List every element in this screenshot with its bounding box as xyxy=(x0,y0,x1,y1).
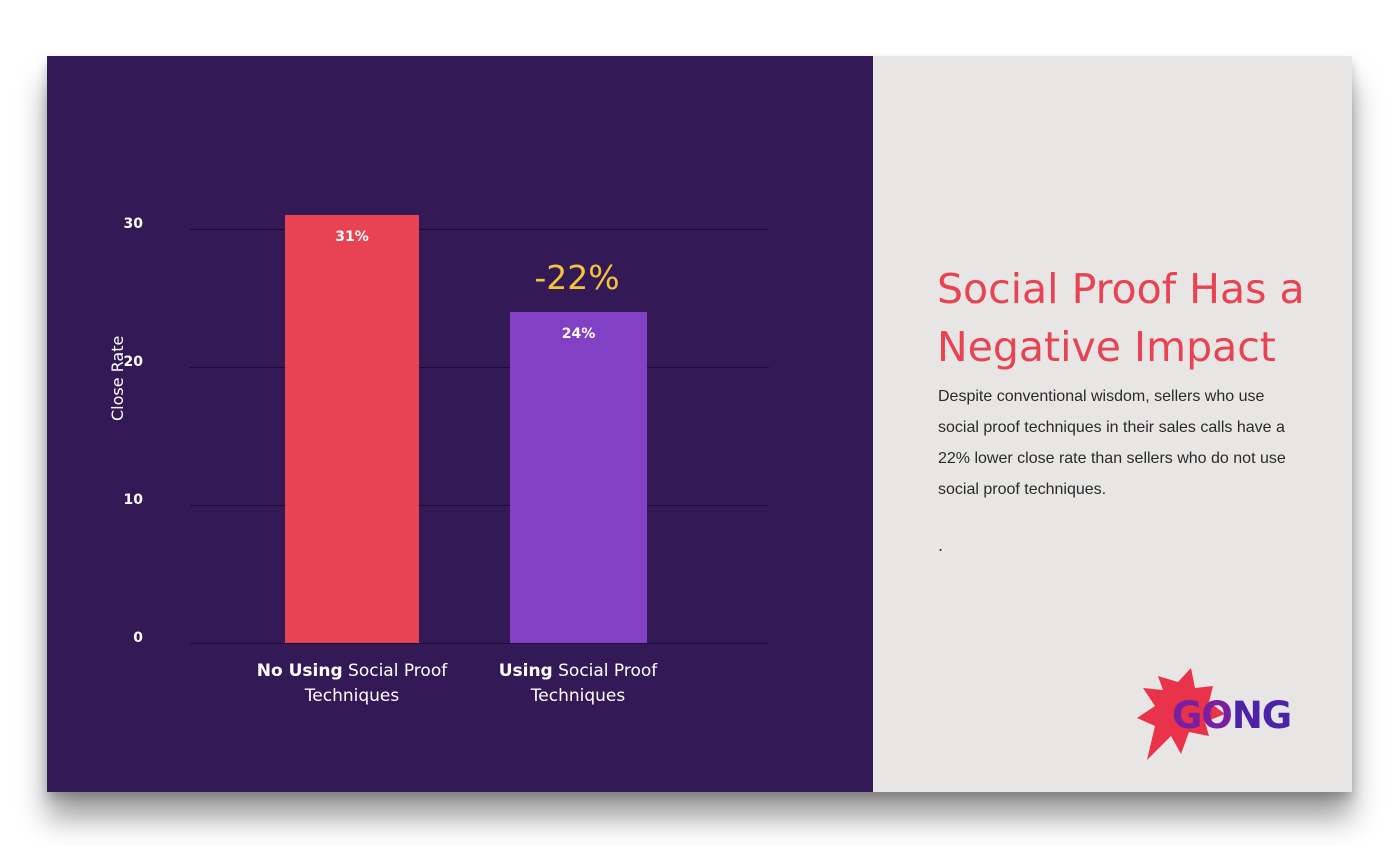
chart-panel: 0 10 20 30 31% No Using Social Proof Technique… xyxy=(47,56,873,792)
x-category-label: Using Social Proof Techniques xyxy=(458,659,698,709)
title-line-2: Negative Impact xyxy=(937,323,1276,371)
x-category-label-rest: Social Proof xyxy=(342,661,448,681)
bar-value-label: 24% xyxy=(561,326,596,342)
gong-logo: GONG xyxy=(1133,666,1293,761)
slide-card: 0 10 20 30 31% No Using Social Proof Technique… xyxy=(47,56,1352,792)
x-category-label-rest: Social Proof xyxy=(552,661,658,681)
gridline-10 xyxy=(190,505,769,506)
logo-wordmark: GONG xyxy=(1172,694,1292,737)
x-category-label-bold: Using xyxy=(498,661,553,681)
change-annotation: -22% xyxy=(534,258,620,297)
gridline-20 xyxy=(190,367,769,368)
x-category-label: No Using Social Proof Techniques xyxy=(232,659,472,709)
x-category-label-line2: Techniques xyxy=(530,686,626,706)
burst-icon xyxy=(1137,668,1225,760)
y-tick-label: 10 xyxy=(123,492,143,508)
title-line-1: Social Proof Has a xyxy=(937,265,1305,313)
gridline-0 xyxy=(190,643,769,644)
x-category-label-bold: No Using xyxy=(256,661,343,681)
y-tick-label: 0 xyxy=(133,630,143,646)
bar xyxy=(285,215,419,643)
y-axis-label: Close Rate xyxy=(108,335,127,421)
bar xyxy=(510,312,647,643)
y-tick-label: 20 xyxy=(123,354,143,370)
gridline-30 xyxy=(190,229,769,230)
x-category-label-line2: Techniques xyxy=(304,686,400,706)
y-tick-label: 30 xyxy=(123,216,143,232)
logo-text-part-2: NG xyxy=(1231,694,1292,737)
slide-title: Social Proof Has a Negative Impact xyxy=(937,260,1337,376)
description: Despite conventional wisdom, sellers who… xyxy=(938,388,1286,498)
logo-text-part-1: GO xyxy=(1172,694,1233,737)
text-panel: Social Proof Has a Negative Impact Despi… xyxy=(873,56,1352,792)
trailing-dot: . xyxy=(938,536,944,555)
bar-value-label: 31% xyxy=(335,229,369,245)
